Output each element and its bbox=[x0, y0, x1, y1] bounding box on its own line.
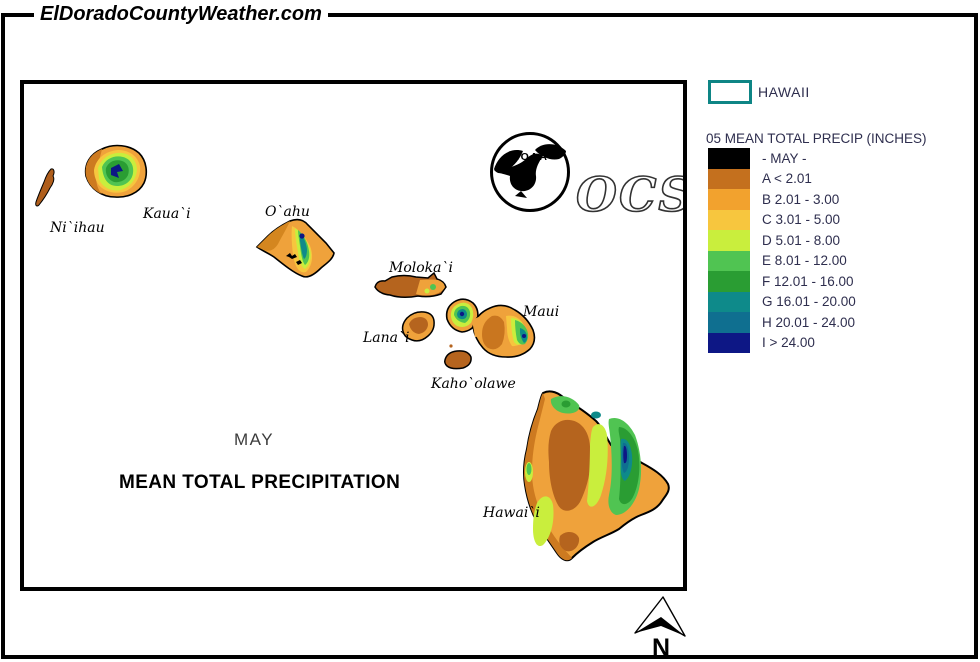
label-oahu: O`ahu bbox=[265, 204, 310, 220]
island-molokai bbox=[374, 271, 447, 299]
island-lanai bbox=[401, 311, 435, 342]
legend-item-label: F 12.01 - 16.00 bbox=[762, 273, 854, 289]
island-oahu bbox=[255, 218, 335, 278]
legend-item: D 5.01 - 8.00 bbox=[708, 230, 856, 251]
legend-item: I > 24.00 bbox=[708, 332, 856, 353]
map-svg: NOAA OCS bbox=[35, 132, 683, 562]
map-title: MEAN TOTAL PRECIPITATION bbox=[119, 472, 401, 493]
legend-item: G 16.01 - 20.00 bbox=[708, 291, 856, 312]
north-arrow: N bbox=[634, 596, 686, 662]
legend-item-label: H 20.01 - 24.00 bbox=[762, 314, 856, 330]
north-arrow-label: N bbox=[652, 634, 670, 662]
label-niihau: Ni`ihau bbox=[50, 220, 105, 236]
legend-swatch bbox=[708, 291, 750, 312]
legend-item: E 8.01 - 12.00 bbox=[708, 250, 856, 271]
noaa-logo-text: NOAA bbox=[512, 151, 549, 163]
legend-item-label: E 8.01 - 12.00 bbox=[762, 253, 847, 269]
outer-frame bbox=[1, 13, 978, 659]
label-lanai: Lana`i bbox=[363, 330, 410, 346]
hawaii-region-box bbox=[708, 80, 752, 104]
legend-swatch bbox=[708, 332, 750, 353]
legend-swatch bbox=[708, 271, 750, 292]
noaa-logo: NOAA bbox=[490, 132, 570, 212]
legend-title: 05 MEAN TOTAL PRECIP (INCHES) bbox=[706, 131, 927, 146]
legend-swatch bbox=[708, 209, 750, 230]
legend-item: F 12.01 - 16.00 bbox=[708, 271, 856, 292]
label-hawaii: Hawai`i bbox=[483, 505, 540, 521]
hawaii-region-label: HAWAII bbox=[758, 84, 810, 100]
legend-swatch bbox=[708, 312, 750, 333]
legend-item-label: B 2.01 - 3.00 bbox=[762, 191, 840, 207]
north-arrow-chevron bbox=[635, 617, 685, 636]
legend-swatch bbox=[708, 230, 750, 251]
legend-item-label: - MAY - bbox=[762, 150, 807, 166]
noaa-bird-icon bbox=[494, 144, 566, 198]
legend-swatch bbox=[708, 250, 750, 271]
legend-item-label: A < 2.01 bbox=[762, 171, 812, 187]
legend-item: B 2.01 - 3.00 bbox=[708, 189, 856, 210]
island-niihau bbox=[35, 168, 55, 207]
island-kauai bbox=[84, 144, 148, 198]
label-maui: Maui bbox=[523, 304, 560, 320]
legend-item: A < 2.01 bbox=[708, 168, 856, 189]
site-banner-title: ElDoradoCountyWeather.com bbox=[34, 3, 328, 26]
month-label: MAY bbox=[234, 430, 275, 449]
label-kahoolawe: Kaho`olawe bbox=[431, 376, 516, 392]
legend-rows: - MAY - A < 2.01 B 2.01 - 3.00 C 3.01 - … bbox=[708, 148, 856, 353]
island-hawaii bbox=[522, 390, 670, 562]
legend-item-label: D 5.01 - 8.00 bbox=[762, 232, 841, 248]
legend-swatch bbox=[708, 189, 750, 210]
legend-swatch bbox=[708, 168, 750, 189]
legend-item: - MAY - bbox=[708, 148, 856, 169]
ocs-logo-text: OCS bbox=[576, 168, 683, 223]
legend-item-label: G 16.01 - 20.00 bbox=[762, 294, 856, 310]
legend-swatch bbox=[708, 148, 750, 169]
legend-item: H 20.01 - 24.00 bbox=[708, 312, 856, 333]
map-box: NOAA OCS Ni`ihau Kaua`i O`ahu Moloka`i L… bbox=[20, 80, 687, 591]
island-kahoolawe bbox=[444, 350, 472, 370]
label-molokai: Moloka`i bbox=[389, 260, 453, 276]
island-maui bbox=[445, 298, 536, 358]
legend-item: C 3.01 - 5.00 bbox=[708, 209, 856, 230]
legend-item-label: C 3.01 - 5.00 bbox=[762, 212, 841, 228]
label-kauai: Kaua`i bbox=[143, 206, 191, 222]
legend-item-label: I > 24.00 bbox=[762, 335, 815, 351]
